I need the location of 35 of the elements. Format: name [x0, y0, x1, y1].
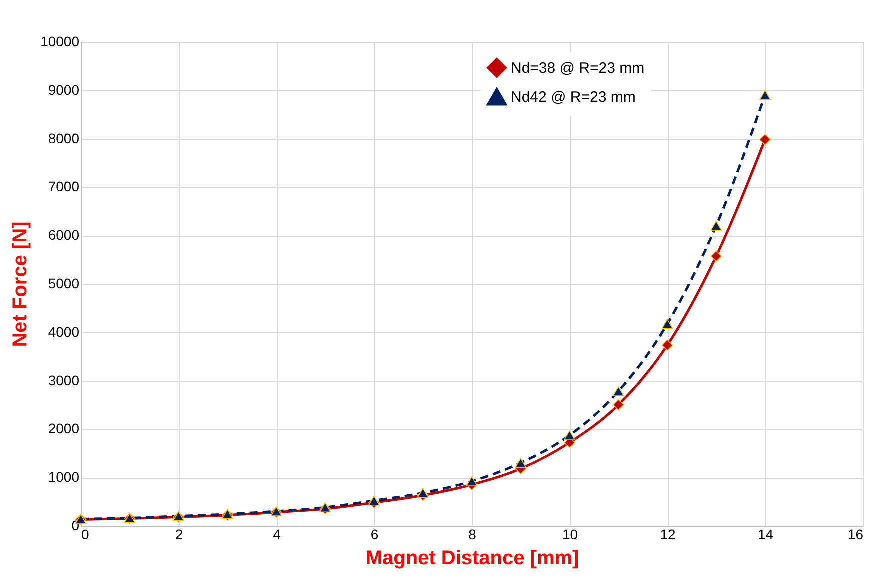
- point: [760, 134, 771, 146]
- y-tick-label: 3000: [48, 372, 80, 388]
- point: [612, 386, 624, 396]
- point: [760, 90, 771, 100]
- x-tick-label: 10: [562, 526, 578, 542]
- y-tick-label: 4000: [48, 324, 80, 340]
- point: [612, 399, 624, 411]
- x-tick-label: 4: [273, 526, 282, 542]
- y-tick-label: 8000: [48, 130, 80, 146]
- y-tick-label: 2000: [48, 420, 80, 437]
- x-tick-label: 16: [848, 526, 864, 542]
- point: [417, 488, 429, 498]
- x-tick-label: 8: [468, 526, 477, 542]
- point: [564, 430, 576, 440]
- y-tick-label: 5000: [48, 276, 80, 292]
- x-tick-label: 14: [758, 526, 774, 542]
- x-tick-label: 6: [370, 526, 379, 542]
- x-axis-title: Magnet Distance [mm]: [366, 548, 580, 570]
- point: [710, 220, 722, 231]
- y-tick-label: 10000: [40, 34, 80, 50]
- point: [515, 458, 527, 468]
- y-tick-label: 6000: [48, 227, 80, 244]
- point: [710, 250, 722, 262]
- point: [368, 496, 380, 506]
- x-tick-label: 2: [175, 526, 184, 542]
- point: [662, 319, 674, 330]
- y-tick-label: 7000: [48, 178, 80, 195]
- y-axis-title: Net Force [N]: [10, 222, 32, 348]
- y-tick-label: 9000: [48, 82, 80, 98]
- x-tick-label: 12: [660, 526, 676, 542]
- y-tick-label: 1000: [48, 469, 80, 486]
- legend-label: Nd42 @ R=23 mm: [511, 89, 636, 106]
- point: [662, 340, 674, 352]
- legend-label: Nd=38 @ R=23 mm: [511, 60, 645, 77]
- point: [466, 476, 478, 486]
